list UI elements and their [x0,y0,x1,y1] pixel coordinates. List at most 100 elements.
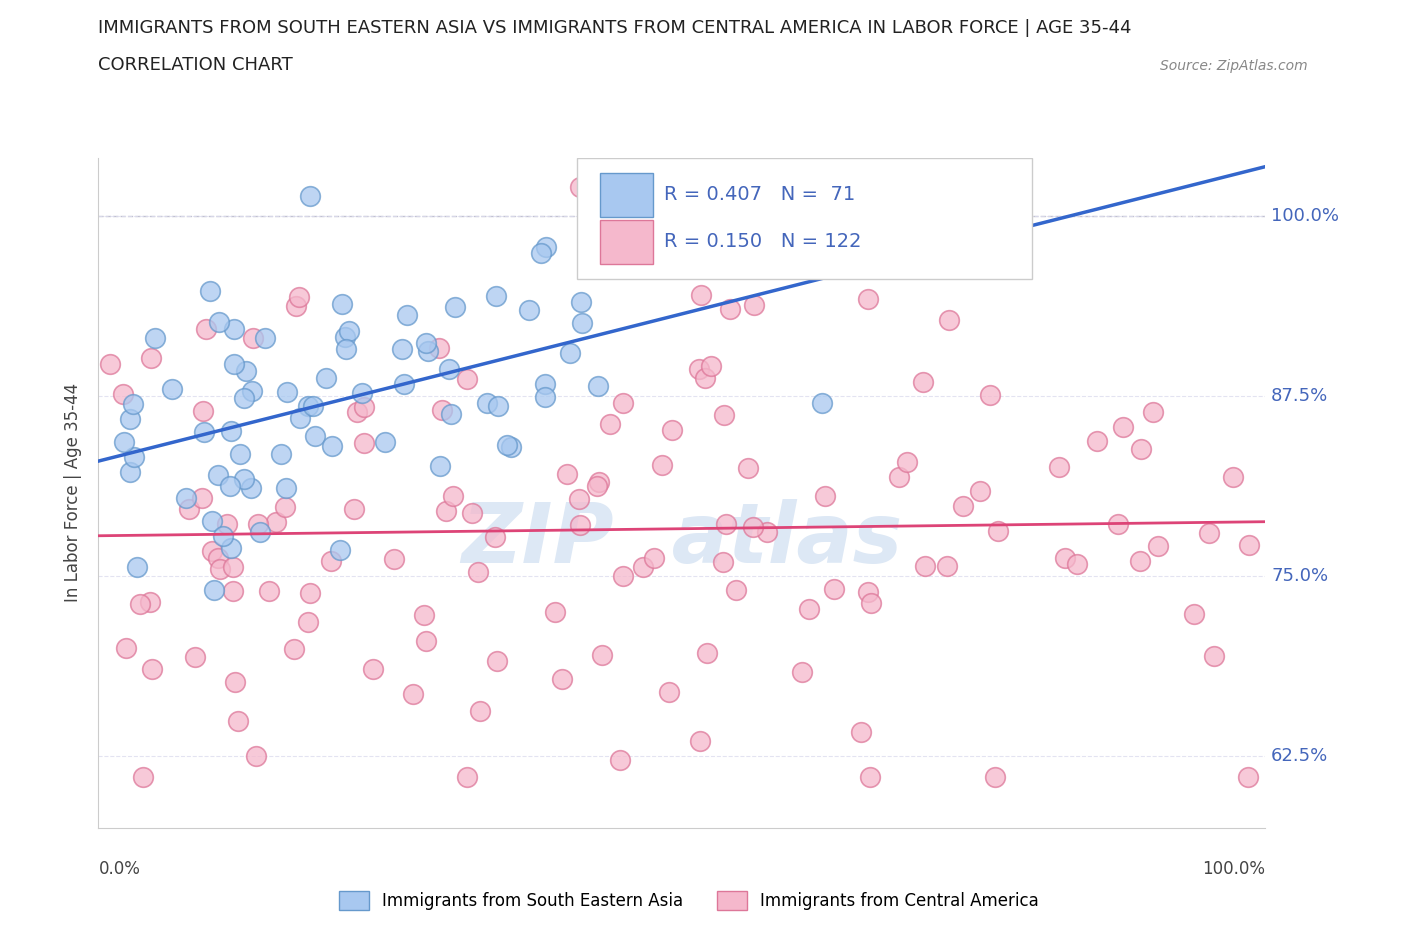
Point [335,342,357,357]
Point [434,503,457,518]
Point [416,343,439,358]
Point [718,301,741,316]
Point [240,384,263,399]
Point [208,314,231,329]
Point [742,179,765,194]
Text: 87.5%: 87.5% [1271,387,1329,405]
Point [184,649,207,664]
Point [631,560,654,575]
Point [212,529,235,544]
Point [297,398,319,413]
Point [555,467,578,482]
Point [298,189,321,204]
Point [222,357,245,372]
Point [661,423,683,438]
Point [321,438,343,453]
Point [813,488,835,503]
Point [343,501,366,516]
Point [98,356,121,371]
Point [141,662,163,677]
Point [496,438,519,453]
Point [127,560,149,575]
Point [1142,405,1164,419]
Point [690,287,713,302]
Point [700,358,723,373]
Point [215,517,238,532]
Point [860,596,883,611]
Point [330,296,353,311]
Point [112,387,135,402]
Point [534,390,557,405]
Point [689,362,711,377]
Point [302,399,325,414]
Point [790,665,813,680]
Text: Source: ZipAtlas.com: Source: ZipAtlas.com [1160,59,1308,73]
Point [643,551,665,566]
Point [695,371,717,386]
Point [219,478,242,493]
Point [219,423,242,438]
Point [714,516,737,531]
FancyBboxPatch shape [600,220,652,264]
Point [851,724,873,739]
Point [936,559,959,574]
FancyBboxPatch shape [576,158,1032,279]
Point [1147,538,1170,553]
Point [969,484,991,498]
Point [859,770,882,785]
Point [229,446,252,461]
Point [534,377,557,392]
Point [207,468,229,483]
Point [571,315,593,330]
Point [350,386,373,401]
Point [114,641,136,656]
Point [486,398,509,413]
Point [896,455,918,470]
Point [122,449,145,464]
Point [120,464,142,479]
Point [1066,557,1088,572]
Point [391,342,413,357]
Point [1237,538,1260,552]
Point [129,597,152,612]
Point [219,540,242,555]
Point [177,501,200,516]
Point [160,381,183,396]
Point [288,289,311,304]
Point [198,284,221,299]
Point [353,399,375,414]
Point [284,299,307,313]
Point [1129,442,1152,457]
Point [174,491,197,506]
Point [568,491,591,506]
Point [1236,770,1258,785]
Point [337,324,360,339]
Point [534,240,557,255]
Point [319,553,342,568]
Point [755,525,778,539]
Point [689,733,711,748]
Legend: Immigrants from South Eastern Asia, Immigrants from Central America: Immigrants from South Eastern Asia, Immi… [332,884,1046,917]
Point [427,341,450,356]
Point [221,583,243,598]
Point [952,498,974,513]
Point [591,647,613,662]
Point [120,411,142,426]
Point [283,641,305,656]
Point [651,458,673,472]
Text: ZIP  atlas: ZIP atlas [461,499,903,580]
Point [544,604,567,619]
Point [257,583,280,598]
Point [429,458,451,473]
Point [353,436,375,451]
Point [222,322,245,337]
Point [499,440,522,455]
Point [207,551,229,565]
Point [298,586,321,601]
Point [724,583,747,598]
Point [141,351,163,365]
Text: IMMIGRANTS FROM SOUTH EASTERN ASIA VS IMMIGRANTS FROM CENTRAL AMERICA IN LABOR F: IMMIGRANTS FROM SOUTH EASTERN ASIA VS IM… [98,19,1132,36]
Point [363,661,385,676]
Point [132,770,155,785]
Point [984,770,1007,785]
